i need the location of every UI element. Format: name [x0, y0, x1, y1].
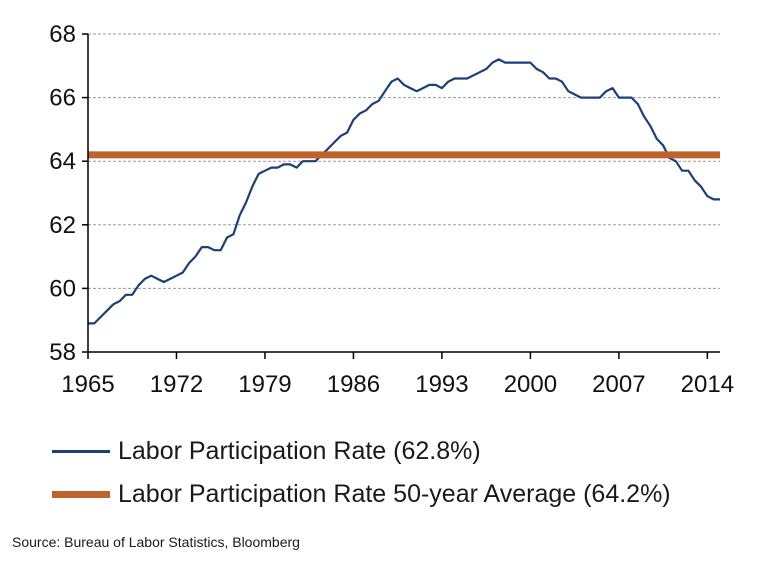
x-tick-label-1972: 1972	[150, 371, 203, 398]
y-tick-label-66: 66	[49, 85, 76, 112]
x-tick-label-2014: 2014	[681, 371, 734, 398]
x-tick-label-1993: 1993	[415, 371, 468, 398]
line-chart: 58 60 62 64 66 68 1965 1972 1979 1986 1993 2000 200…	[49, 21, 734, 398]
source-note: Source: Bureau of Labor Statistics, Bloo…	[12, 534, 300, 550]
x-axis-ticks: 1965 1972 1979 1986 1993 2000 2007 2014	[61, 352, 734, 398]
axes	[87, 34, 720, 353]
legend-label-average: Labor Participation Rate 50-year Average…	[118, 480, 671, 508]
legend-swatch-series	[52, 450, 110, 453]
y-tick-label-60: 60	[49, 275, 76, 302]
y-tick-label-68: 68	[49, 21, 76, 48]
legend-label-series: Labor Participation Rate (62.8%)	[118, 437, 481, 465]
legend-item-average: Labor Participation Rate 50-year Average…	[52, 480, 671, 509]
x-tick-label-2007: 2007	[592, 371, 645, 398]
x-tick-label-1979: 1979	[238, 371, 291, 398]
y-tick-label-64: 64	[49, 148, 76, 175]
y-axis-ticks: 58 60 62 64 66 68	[49, 21, 88, 366]
legend-item-series: Labor Participation Rate (62.8%)	[52, 437, 481, 466]
y-tick-label-62: 62	[49, 212, 76, 239]
gridlines	[88, 33, 720, 289]
y-tick-label-58: 58	[49, 339, 76, 366]
x-tick-label-2000: 2000	[504, 371, 557, 398]
legend-swatch-average	[52, 491, 110, 498]
x-tick-label-1965: 1965	[61, 371, 114, 398]
x-tick-label-1986: 1986	[327, 371, 380, 398]
series-line-participation-rate	[88, 58, 720, 325]
series-layer	[88, 58, 720, 325]
